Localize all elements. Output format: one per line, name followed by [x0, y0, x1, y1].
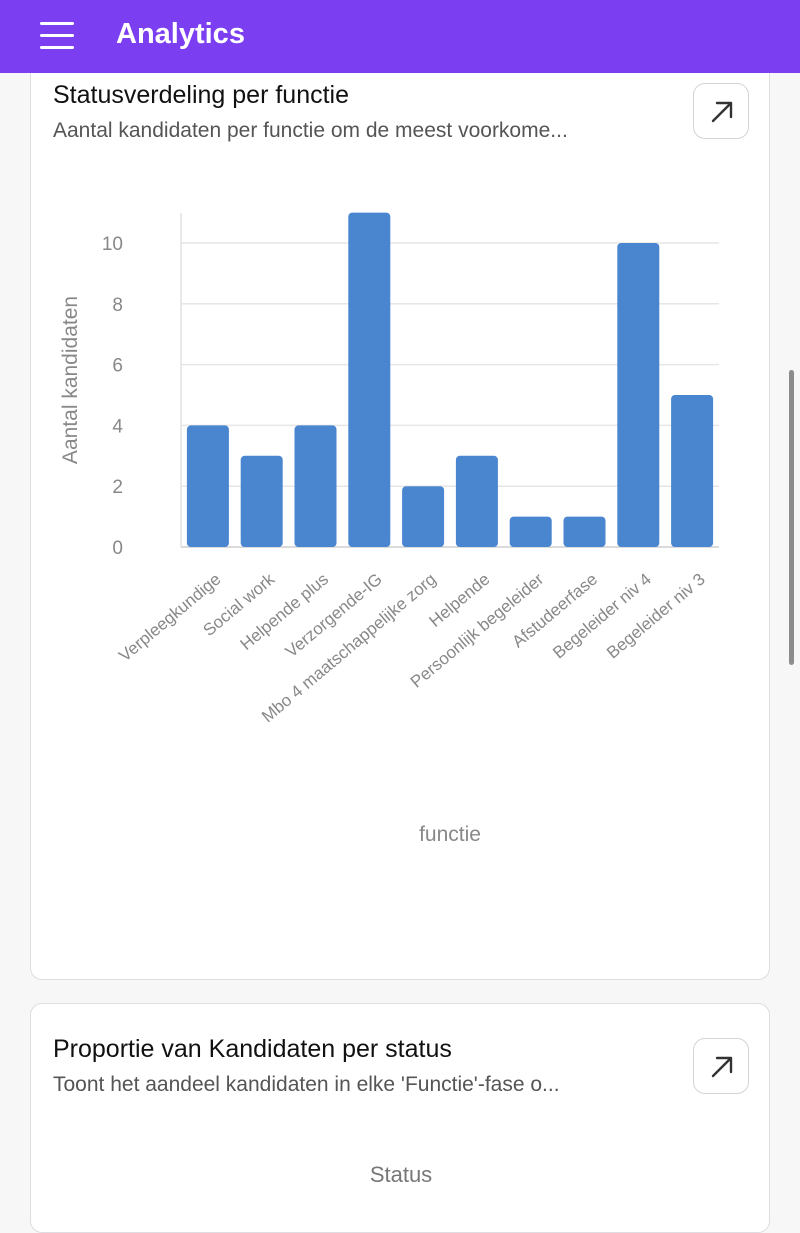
y-tick-label: 8 [112, 295, 123, 316]
card-subtitle: Toont het aandeel kandidaten in elke 'Fu… [53, 1073, 560, 1096]
legend-title: Status [369, 1162, 433, 1187]
bar [671, 395, 714, 547]
arrow-up-right-icon [711, 1056, 733, 1078]
bar [563, 516, 606, 547]
app-bar: Analytics [0, 0, 800, 73]
y-tick-label: 2 [112, 477, 123, 498]
bar [186, 425, 229, 547]
card-title: Proportie van Kandidaten per status [53, 1035, 452, 1063]
y-axis-label: Aantal kandidaten [59, 296, 82, 464]
y-tick-label: 10 [102, 234, 123, 255]
bar [455, 455, 498, 547]
card-title: Statusverdeling per functie [53, 81, 350, 109]
y-tick-label: 6 [112, 356, 123, 377]
chart-card-status-per-functie: Statusverdeling per functie Aantal kandi… [30, 50, 770, 980]
expand-button[interactable] [693, 1038, 749, 1094]
y-tick-label: 0 [112, 538, 123, 559]
hamburger-menu-icon[interactable] [32, 14, 84, 58]
chart-card-proportie-per-status: Proportie van Kandidaten per status Toon… [30, 1003, 770, 1233]
bar [509, 516, 552, 547]
bar [402, 486, 445, 547]
bar [617, 243, 660, 547]
arrow-up-right-icon [711, 101, 733, 123]
x-tick-label: Begeleider niv 3 [603, 570, 709, 663]
expand-button[interactable] [693, 83, 749, 139]
x-axis-label: functie [419, 823, 481, 846]
card-subtitle: Aantal kandidaten per functie om de mees… [53, 119, 568, 142]
y-tick-label: 4 [112, 416, 123, 437]
bar [294, 425, 337, 547]
x-tick-label: Begeleider niv 4 [549, 570, 655, 663]
scrollbar[interactable] [789, 370, 794, 665]
bar [240, 455, 283, 547]
bar [348, 212, 391, 547]
app-title: Analytics [116, 18, 245, 50]
